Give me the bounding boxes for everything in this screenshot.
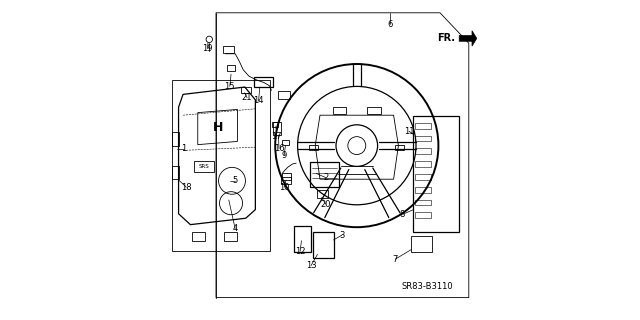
Text: H: H (212, 121, 223, 133)
Bar (310, 145, 319, 150)
Text: 7: 7 (392, 255, 398, 264)
Bar (415, 200, 431, 205)
Bar (282, 173, 291, 180)
Text: 11: 11 (404, 127, 414, 136)
Bar (281, 177, 291, 184)
Text: 2: 2 (323, 173, 328, 182)
Bar (241, 87, 251, 93)
Text: 14: 14 (253, 96, 264, 105)
Text: FR.: FR. (437, 33, 455, 44)
Bar (415, 212, 431, 218)
Bar (333, 107, 346, 114)
Text: 10: 10 (279, 183, 289, 192)
Polygon shape (460, 31, 477, 46)
Text: 6: 6 (388, 20, 393, 28)
Bar (415, 187, 431, 193)
Text: 17: 17 (271, 132, 282, 141)
Text: 19: 19 (202, 44, 212, 53)
Bar (172, 166, 179, 179)
Bar (172, 132, 179, 146)
Bar (224, 232, 237, 241)
Text: 9: 9 (282, 151, 287, 160)
Text: 3: 3 (339, 231, 344, 240)
Text: 4: 4 (232, 224, 238, 233)
Text: 16: 16 (274, 144, 284, 153)
Bar (415, 148, 431, 154)
Text: 5: 5 (232, 176, 238, 185)
Bar (415, 136, 431, 141)
Bar (193, 161, 214, 172)
Bar (227, 65, 235, 71)
Text: 18: 18 (181, 183, 191, 192)
Text: 20: 20 (321, 200, 331, 209)
Text: 15: 15 (225, 82, 235, 91)
Text: SR83-B3110: SR83-B3110 (402, 282, 453, 291)
Bar (272, 122, 278, 127)
Text: 12: 12 (295, 247, 305, 256)
Text: 8: 8 (400, 210, 405, 219)
Bar (317, 190, 328, 198)
Bar (172, 80, 270, 251)
Text: 1: 1 (181, 144, 187, 153)
Bar (273, 122, 281, 135)
Text: SRS: SRS (198, 164, 209, 169)
Bar (278, 91, 290, 99)
Bar (396, 145, 404, 150)
Text: 13: 13 (306, 261, 316, 270)
Bar (412, 236, 432, 252)
Bar (254, 77, 273, 87)
Bar (415, 123, 431, 129)
Text: 21: 21 (242, 93, 252, 102)
Bar (415, 161, 431, 167)
Bar (192, 232, 205, 241)
Bar (282, 140, 289, 145)
Bar (415, 174, 431, 180)
Bar (223, 46, 234, 53)
Bar (367, 107, 381, 114)
